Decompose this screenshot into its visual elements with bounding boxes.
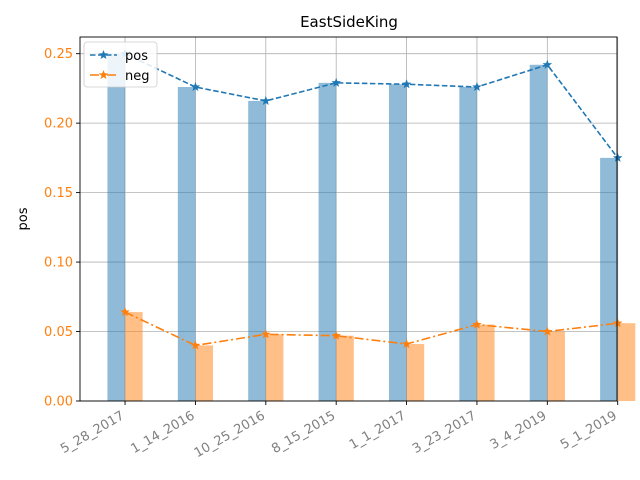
marker-pos (612, 152, 623, 162)
legend-marker-neg (98, 70, 109, 80)
marker-pos (542, 59, 553, 69)
bar-neg (547, 331, 565, 401)
marker-pos (331, 77, 341, 87)
y-axis-label: pos (16, 207, 31, 230)
line-pos (124, 52, 619, 159)
marker-neg (190, 340, 201, 350)
marker-neg (472, 319, 482, 329)
marker-pos (190, 82, 201, 92)
plot-frame (79, 36, 618, 402)
bar-pos (388, 84, 407, 402)
marker-neg (542, 326, 553, 336)
line-neg (124, 311, 618, 347)
bar-neg (406, 344, 425, 401)
marker-neg (261, 329, 271, 339)
bar-neg (336, 335, 354, 401)
marker-pos (261, 95, 271, 105)
marker-neg (401, 339, 412, 349)
legend-marker-pos (98, 50, 109, 60)
y-tick-label: 0.00 (44, 395, 73, 410)
marker-neg (331, 330, 341, 340)
bar-pos (318, 82, 337, 402)
legend-label-neg: neg (125, 69, 150, 84)
bar-pos (529, 64, 548, 402)
bars (107, 53, 636, 402)
bar-neg (617, 323, 636, 401)
bar-neg (476, 324, 495, 401)
bar-neg (125, 312, 143, 401)
bar-pos (248, 100, 266, 402)
legend-label-pos: pos (125, 49, 148, 64)
chart-title: EastSideKing (300, 13, 398, 31)
bar-pos (177, 87, 196, 402)
y-tick-label: 0.15 (44, 186, 73, 201)
marker-neg (120, 307, 130, 317)
marker-pos (401, 79, 412, 89)
legend: pos neg (83, 41, 158, 88)
bar-neg (195, 345, 214, 401)
bar-pos (459, 87, 477, 402)
bar-pos (600, 157, 618, 401)
y-tick-label: 0.05 (44, 325, 73, 340)
y-tick-label: 0.20 (44, 117, 73, 132)
bar-neg (265, 334, 284, 401)
bar-pos (107, 53, 126, 402)
marker-pos (472, 82, 482, 92)
y-tick-label: 0.10 (44, 256, 73, 271)
y-tick-label: 0.25 (44, 47, 73, 62)
marker-neg (612, 318, 623, 328)
